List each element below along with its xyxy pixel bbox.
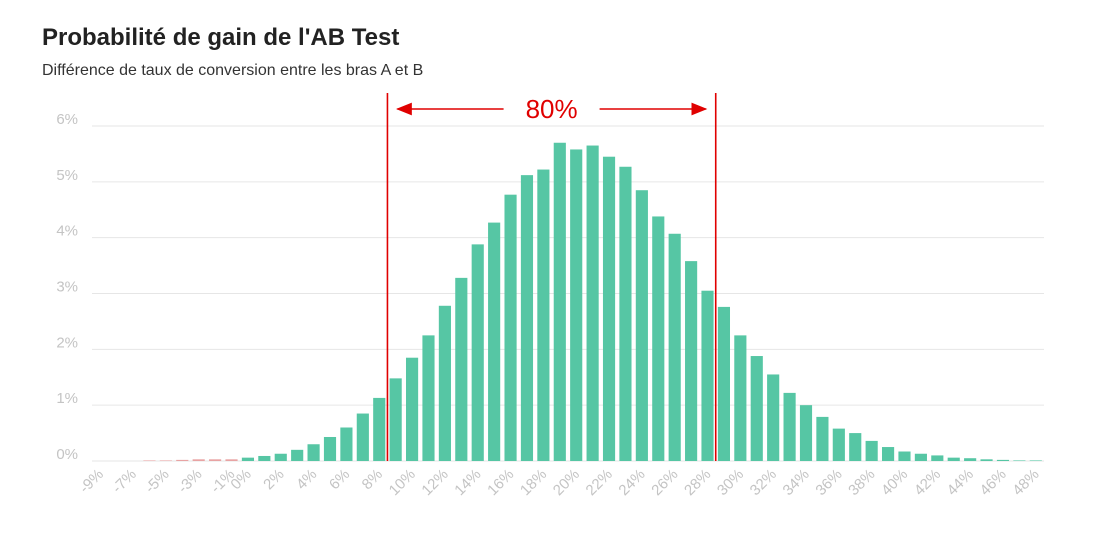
histogram-bar	[405, 357, 419, 461]
histogram-bar	[323, 436, 337, 461]
histogram-bar	[914, 453, 927, 461]
histogram-bar	[602, 156, 616, 462]
histogram-bar	[520, 175, 534, 461]
histogram-bar	[685, 261, 698, 461]
y-tick-label: 2%	[56, 334, 78, 351]
histogram-bar	[176, 459, 189, 461]
x-tick-label: -3%	[175, 466, 206, 497]
histogram-bar	[274, 453, 287, 461]
histogram-bar	[865, 440, 878, 461]
histogram-bar	[209, 459, 222, 461]
histogram-bar	[783, 392, 796, 461]
x-tick-label: 18%	[517, 466, 550, 499]
histogram-bar	[258, 455, 271, 461]
histogram-bar	[947, 457, 960, 461]
y-tick-label: 1%	[56, 390, 78, 407]
histogram-bar	[504, 194, 517, 462]
x-tick-label: 22%	[583, 466, 616, 499]
histogram-bar	[767, 374, 780, 461]
histogram-bar	[241, 457, 255, 461]
histogram-bar	[225, 459, 238, 461]
histogram-bar	[192, 459, 205, 461]
histogram-bar	[570, 149, 583, 461]
x-tick-label: 32%	[747, 466, 780, 499]
x-tick-label: 2%	[260, 466, 287, 493]
x-tick-label: 10%	[386, 466, 419, 499]
y-tick-label: 0%	[56, 446, 78, 463]
histogram-bar	[619, 166, 632, 461]
x-tick-label: 38%	[845, 466, 878, 499]
histogram-bar	[455, 277, 468, 461]
x-tick-label: 48%	[1009, 466, 1042, 499]
histogram-bar	[881, 447, 895, 461]
x-tick-label: 8%	[359, 466, 386, 493]
histogram-bar	[816, 416, 829, 461]
histogram-bar	[832, 428, 845, 461]
x-tick-label: 46%	[977, 466, 1010, 499]
histogram-bar	[143, 460, 156, 461]
x-tick-label: -5%	[142, 466, 173, 497]
histogram-bar	[1013, 460, 1026, 461]
chart-subtitle: Différence de taux de conversion entre l…	[42, 62, 424, 79]
histogram-bar	[438, 305, 451, 461]
x-tick-label: 24%	[615, 466, 648, 499]
histogram-bar	[340, 427, 353, 461]
x-tick-label: 44%	[944, 466, 977, 499]
interval-label: 80%	[526, 94, 578, 124]
histogram-bar	[422, 335, 435, 461]
x-tick-label: 30%	[714, 466, 747, 499]
histogram-bar	[488, 222, 501, 461]
x-tick-label: 42%	[911, 466, 944, 499]
histogram-bar	[849, 433, 862, 461]
x-tick-label: -7%	[109, 466, 140, 497]
y-tick-label: 4%	[56, 223, 78, 240]
x-tick-label: 6%	[326, 466, 353, 493]
histogram-bar	[717, 306, 731, 461]
x-tick-label: 0%	[227, 466, 254, 493]
x-tick-label: 20%	[550, 466, 583, 499]
histogram-bar	[553, 142, 566, 461]
histogram-bar	[931, 455, 944, 461]
histogram-bar	[635, 190, 648, 462]
histogram-bar	[291, 449, 304, 461]
x-tick-label: 28%	[681, 466, 714, 499]
x-tick-label: 14%	[451, 466, 484, 499]
histogram-bar	[668, 233, 681, 461]
histogram-bar	[898, 451, 911, 461]
histogram-bar	[964, 458, 977, 461]
x-tick-label: -9%	[76, 466, 107, 497]
histogram-bar	[701, 290, 714, 461]
histogram-bar	[799, 405, 813, 461]
histogram-bar	[389, 378, 402, 461]
histogram-bar	[1029, 460, 1042, 461]
histogram-bar	[537, 169, 550, 462]
x-tick-label: 40%	[878, 466, 911, 499]
x-tick-label: 12%	[418, 466, 451, 499]
histogram-bar	[980, 459, 993, 461]
histogram-bar	[307, 444, 320, 461]
histogram-bar	[373, 397, 386, 461]
y-tick-label: 6%	[56, 111, 78, 128]
x-tick-label: 4%	[293, 466, 320, 493]
histogram-bar	[159, 460, 172, 461]
histogram-bar	[356, 413, 369, 461]
y-tick-label: 3%	[56, 279, 78, 296]
histogram-bar	[996, 459, 1010, 461]
histogram-bar	[471, 244, 484, 461]
x-tick-label: 26%	[648, 466, 681, 499]
x-tick-label: 16%	[484, 466, 517, 499]
histogram-bar	[586, 145, 599, 461]
x-tick-label: 34%	[780, 466, 813, 499]
histogram-bar	[750, 356, 763, 461]
chart-title: Probabilité de gain de l'AB Test	[42, 24, 400, 51]
histogram-bar	[652, 216, 665, 461]
y-tick-label: 5%	[56, 167, 78, 184]
x-tick-label: 36%	[812, 466, 845, 499]
histogram-bar	[734, 335, 747, 461]
